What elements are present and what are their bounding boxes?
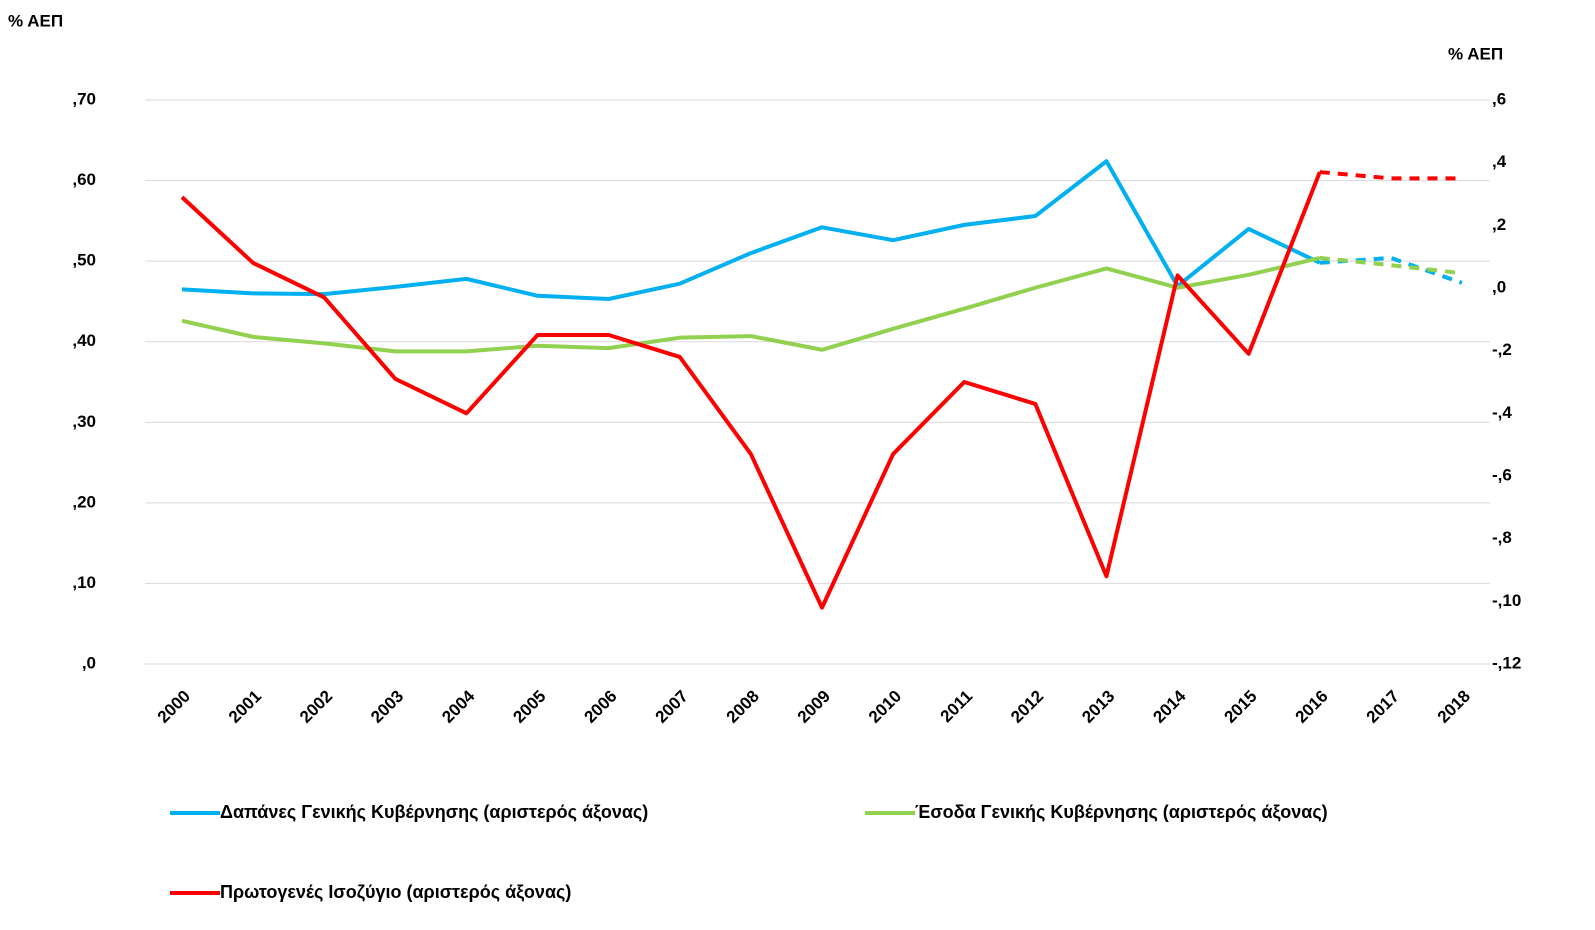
x-tick-label: 2012 [1007, 687, 1047, 727]
x-tick-label: 2011 [937, 687, 977, 727]
x-tick-label: 2001 [225, 687, 265, 727]
series-line [181, 159, 1321, 302]
series-line [180, 171, 1322, 610]
x-tick-label: 2018 [1434, 687, 1474, 727]
y2-tick-label: -,4 [1492, 403, 1512, 422]
y-tick-label: ,60 [72, 170, 96, 189]
y-tick-label: ,30 [72, 412, 96, 431]
series-line [1319, 170, 1462, 181]
y2-tick-label: ,0 [1492, 277, 1506, 296]
y2-axis-title: % ΑΕΠ [1448, 44, 1503, 63]
x-tick-label: 2005 [509, 687, 549, 727]
y2-tick-label: ,4 [1492, 152, 1507, 171]
y-axis-title: % ΑΕΠ [8, 11, 63, 30]
legend-label: Πρωτογενές Ισοζύγιο (αριστερός άξονας) [220, 882, 571, 903]
x-tick-label: 2008 [723, 687, 763, 727]
legend-label: Δαπάνες Γενικής Κυβέρνησης (αριστερός άξ… [220, 802, 648, 823]
x-tick-label: 2015 [1220, 687, 1260, 727]
x-tick-label: 2007 [652, 687, 692, 727]
y-tick-label: ,0 [82, 653, 96, 672]
y2-tick-label: -,10 [1492, 591, 1521, 610]
x-tick-label: 2017 [1363, 687, 1403, 727]
x-tick-label: 2002 [296, 687, 336, 727]
x-tick-label: 2009 [794, 687, 834, 727]
legend-label: Έσοδα Γενικής Κυβέρνησης (αριστερός άξον… [915, 802, 1328, 823]
y-tick-label: ,70 [72, 89, 96, 108]
y2-tick-label: -,2 [1492, 340, 1512, 359]
y-tick-label: ,50 [72, 251, 96, 270]
y2-tick-label: ,6 [1492, 89, 1506, 108]
x-tick-label: 2003 [367, 687, 407, 727]
y2-tick-label: -,6 [1492, 465, 1512, 484]
y-tick-label: ,20 [72, 492, 96, 511]
series-line [1319, 255, 1463, 276]
y2-tick-label: ,2 [1492, 215, 1506, 234]
x-tick-label: 2014 [1149, 686, 1190, 727]
x-tick-label: 2016 [1292, 687, 1332, 727]
series-line [181, 255, 1321, 354]
x-tick-label: 2000 [154, 687, 194, 727]
x-tick-label: 2013 [1078, 687, 1118, 727]
y-tick-label: ,10 [72, 573, 96, 592]
x-tick-label: 2004 [438, 686, 479, 727]
y2-tick-label: -,8 [1492, 528, 1512, 547]
x-tick-label: 2006 [580, 687, 620, 727]
x-tick-label: 2010 [865, 687, 905, 727]
y2-tick-label: -,12 [1492, 653, 1521, 672]
y-tick-label: ,40 [72, 331, 96, 350]
